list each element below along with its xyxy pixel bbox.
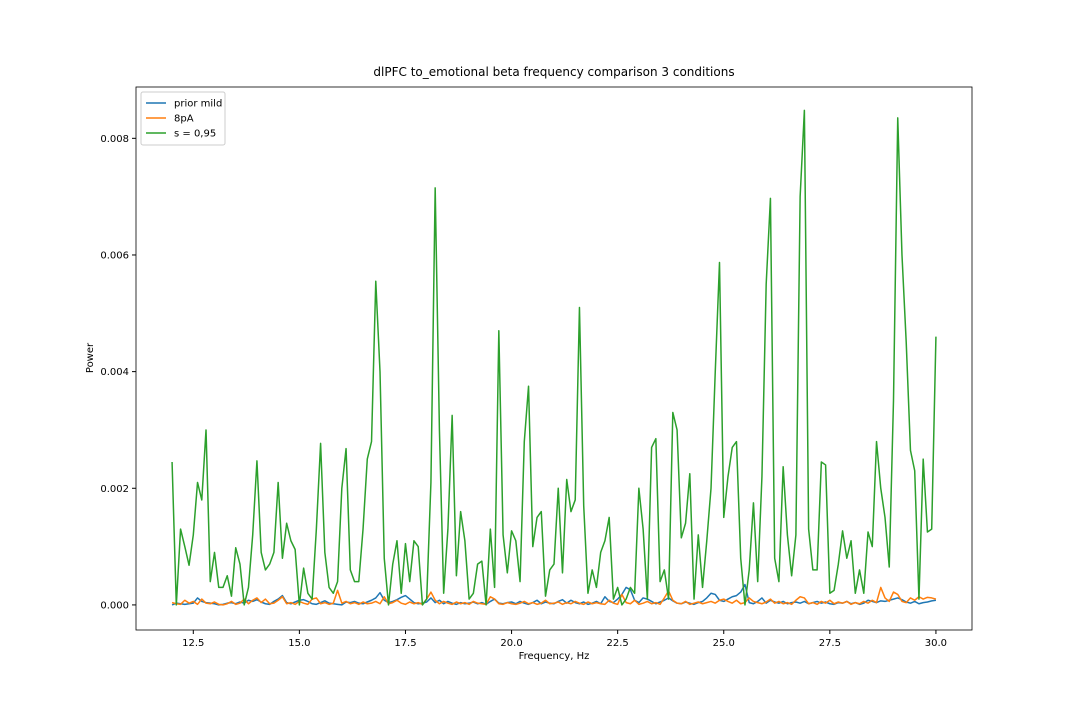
y-tick-label: 0.006 [100, 250, 129, 261]
y-tick-label: 0.008 [100, 134, 129, 145]
x-axis-label: Frequency, Hz [519, 651, 590, 662]
data-line [171, 109, 937, 606]
legend: prior mild 8pA s = 0,95 [140, 91, 226, 146]
y-tick-label: 0.000 [100, 600, 129, 611]
y-tick-label: 0.004 [100, 367, 129, 378]
legend-label: prior mild [174, 99, 222, 110]
y-axis-label: Power [85, 342, 96, 373]
legend-label: s = 0,95 [174, 129, 216, 140]
x-tick-label: 17.5 [394, 638, 416, 649]
x-tick-label: 22.5 [607, 638, 629, 649]
legend-box [140, 91, 226, 146]
chart-title: dlPFC to_emotional beta frequency compar… [373, 65, 734, 79]
plot-frame [135, 86, 973, 631]
x-tick-label: 27.5 [819, 638, 841, 649]
x-tick-label: 20.0 [500, 638, 522, 649]
x-tick-label: 30.0 [925, 638, 947, 649]
legend-label: 8pA [174, 114, 194, 125]
x-tick-label: 12.5 [182, 638, 204, 649]
x-tick-label: 15.0 [288, 638, 310, 649]
y-tick-label: 0.002 [100, 484, 129, 495]
x-tick-label: 25.0 [713, 638, 735, 649]
